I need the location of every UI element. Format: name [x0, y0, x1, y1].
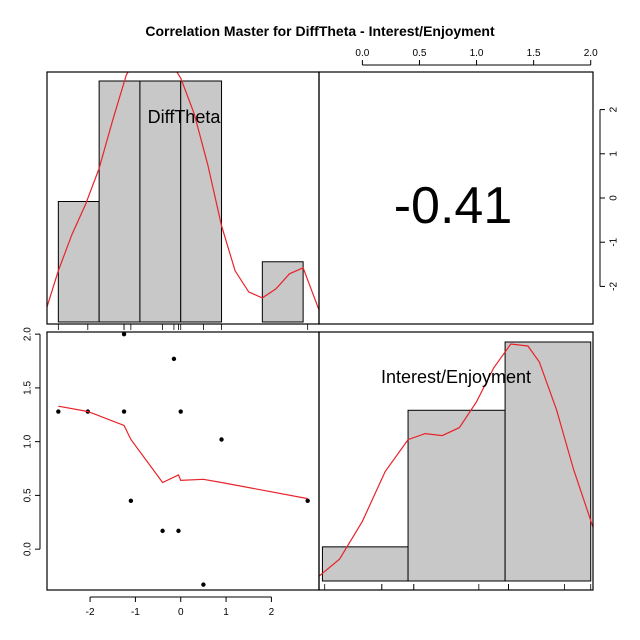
difftheta-histogram-bar — [180, 80, 223, 323]
axes: -2 -1 0 1 2 0.0 0.5 1.0 1.5 2.0 0.0 0.5 1.0 1.5 2.0 2 1 0… — [23, 48, 620, 618]
scatter-point — [121, 409, 127, 414]
chart-title: Correlation Master for DiffTheta - Inter… — [145, 23, 495, 39]
interest-density-line — [319, 343, 593, 577]
diagonal-label-difftheta: DiffTheta — [148, 107, 222, 127]
panel-difftheta-histogram — [47, 72, 319, 330]
right-tick-label: 0 — [609, 195, 620, 201]
top-tick-label: 1.0 — [470, 48, 484, 59]
left-tick-label: 0.0 — [23, 542, 34, 556]
panel-interest-histogram — [319, 341, 593, 590]
difftheta-density-line — [47, 72, 319, 311]
bottom-tick-label: 0 — [178, 607, 184, 618]
bottom-tick-label: -1 — [131, 607, 140, 618]
correlation-value: -0.41 — [394, 177, 513, 235]
top-tick-label: 0.5 — [413, 48, 427, 59]
right-tick-label: 1 — [609, 151, 620, 157]
difftheta-histogram-bar — [57, 201, 100, 323]
top-tick-label: 2.0 — [584, 48, 598, 59]
scatter-point — [121, 331, 127, 337]
frame-top-right — [318, 71, 594, 325]
top-tick-label: 0.0 — [355, 48, 369, 59]
scatter-point — [160, 528, 165, 534]
scatter-point — [305, 498, 310, 503]
diagonal-label-interest: Interest/Enjoyment — [381, 367, 531, 387]
scatter-point — [201, 582, 206, 587]
scatter-point — [178, 409, 183, 414]
top-tick-label: 1.5 — [527, 48, 541, 59]
scatter-point — [176, 528, 181, 534]
difftheta-histogram-bar — [139, 80, 182, 323]
scatter-point — [56, 409, 61, 414]
left-tick-label: 1.0 — [23, 434, 34, 448]
right-tick-label: -2 — [609, 282, 620, 291]
interest-histogram-bar — [407, 409, 506, 582]
left-tick-label: 1.5 — [23, 381, 34, 395]
bottom-tick-label: -2 — [86, 607, 95, 618]
scatter-point — [171, 356, 177, 362]
loess-smoother-line — [58, 405, 308, 500]
interest-histogram-bar — [321, 546, 409, 582]
difftheta-histogram-bar — [261, 261, 304, 323]
bottom-tick-label: 1 — [223, 607, 229, 618]
left-tick-label: 0.5 — [23, 488, 34, 502]
frame-bottom-left — [46, 331, 320, 591]
scatter-point — [128, 498, 134, 503]
difftheta-histogram-bar — [98, 80, 141, 323]
bottom-tick-label: 2 — [269, 607, 275, 618]
right-tick-label: -1 — [609, 237, 620, 246]
interest-histogram-bar — [504, 341, 592, 582]
left-tick-label: 2.0 — [23, 327, 34, 341]
panel-scatter — [56, 331, 310, 587]
scatter-point — [219, 437, 224, 442]
right-tick-label: 2 — [609, 106, 620, 112]
frame-bottom-right — [318, 331, 594, 591]
